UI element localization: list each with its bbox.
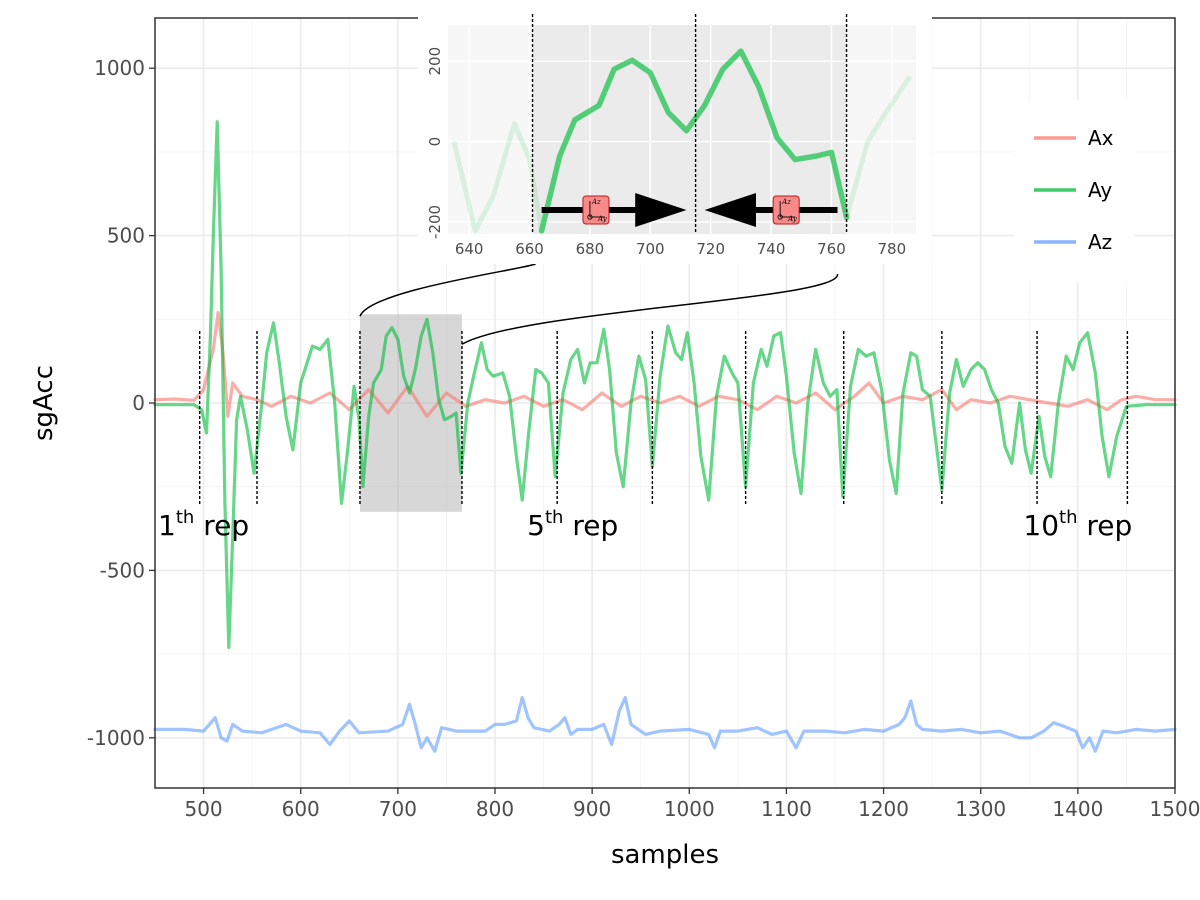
y-tick-label: -500 bbox=[100, 558, 145, 582]
rep-label-number: 5 bbox=[527, 509, 545, 542]
inset-x-tick-label: 760 bbox=[817, 240, 846, 258]
sensor-ay-label: Ay bbox=[597, 215, 608, 223]
sensor-az-label: Az bbox=[781, 198, 791, 206]
sensor-origin bbox=[777, 214, 783, 220]
y-axis: -1000 -500 0 500 1000 bbox=[87, 56, 155, 750]
x-tick-label: 1400 bbox=[1052, 797, 1103, 821]
legend-label-ay: Ay bbox=[1088, 178, 1112, 202]
inset-y-tick-label: 0 bbox=[426, 137, 444, 147]
zoom-highlight-rect bbox=[359, 314, 462, 512]
inset-y-tick-label: 200 bbox=[426, 47, 444, 76]
inset-x-tick-label: 700 bbox=[636, 240, 665, 258]
sensor-ay-label: Ay bbox=[787, 215, 798, 223]
y-axis-title: sgAcc bbox=[29, 365, 59, 441]
rep-label-word: rep bbox=[1078, 509, 1133, 542]
rep-labels: 1th rep 5th rep 10th rep bbox=[158, 507, 1132, 542]
series-line-az bbox=[153, 696, 1177, 753]
rep-label: 5th rep bbox=[527, 507, 618, 542]
rep-label-number: 1 bbox=[158, 509, 176, 542]
x-tick-label: 1300 bbox=[955, 797, 1006, 821]
legend: Ax Ay Az bbox=[1014, 100, 1134, 282]
sensor-icon-right: Az Ay bbox=[772, 195, 800, 225]
series-layer bbox=[153, 120, 1177, 753]
rep-label-word: rep bbox=[194, 509, 249, 542]
x-tick-label: 900 bbox=[573, 797, 611, 821]
x-axis-title: samples bbox=[611, 840, 719, 870]
rep-label-suffix: th bbox=[545, 507, 563, 528]
y-tick-label: -1000 bbox=[87, 726, 145, 750]
inset-x-tick-label: 640 bbox=[455, 240, 484, 258]
rep-label: 10th rep bbox=[1023, 507, 1132, 542]
inset-series-line-ay bbox=[538, 48, 850, 234]
inset-zoom-panel: 640 660 680 700 720 740 760 780 -200 0 200 Az Ay Az Ay bbox=[418, 14, 932, 264]
inset-y-tick-label: -200 bbox=[426, 205, 444, 239]
sensor-origin bbox=[587, 214, 593, 220]
series-line-ax bbox=[153, 311, 1177, 418]
rep-label-suffix: th bbox=[1059, 507, 1077, 528]
inset-x-tick-label: 780 bbox=[878, 240, 907, 258]
inset-x-tick-label: 680 bbox=[576, 240, 605, 258]
connector-right bbox=[461, 273, 839, 345]
sensor-az-label: Az bbox=[591, 198, 601, 206]
inset-x-tick-label: 720 bbox=[696, 240, 725, 258]
x-tick-label: 1500 bbox=[1150, 797, 1200, 821]
highlight-region bbox=[359, 314, 462, 512]
x-tick-label: 1000 bbox=[664, 797, 715, 821]
legend-label-ax: Ax bbox=[1088, 126, 1114, 150]
x-tick-label: 600 bbox=[282, 797, 320, 821]
x-tick-label: 1100 bbox=[761, 797, 812, 821]
arrow-left-icon bbox=[704, 193, 756, 227]
y-tick-label: 500 bbox=[107, 224, 145, 248]
x-tick-label: 1200 bbox=[858, 797, 909, 821]
x-tick-label: 700 bbox=[379, 797, 417, 821]
inset-connectors bbox=[359, 263, 839, 345]
inset-x-tick-label: 740 bbox=[757, 240, 786, 258]
rep-dividers bbox=[198, 331, 1129, 506]
rep-label-number: 10 bbox=[1023, 509, 1059, 542]
x-tick-label: 500 bbox=[184, 797, 222, 821]
rep-label-word: rep bbox=[563, 509, 618, 542]
legend-label-az: Az bbox=[1088, 230, 1112, 254]
y-tick-label: 0 bbox=[132, 391, 145, 415]
arrow-right-icon bbox=[635, 193, 687, 227]
rep-label-suffix: th bbox=[176, 507, 194, 528]
sensor-icon-left: Az Ay bbox=[582, 195, 610, 225]
connector-left bbox=[359, 263, 536, 317]
x-axis: 500 600 700 800 900 1000 1100 1200 1300 1400 1500 bbox=[184, 788, 1200, 821]
x-tick-label: 800 bbox=[476, 797, 514, 821]
series-line-ay bbox=[153, 120, 1177, 649]
rep-label: 1th rep bbox=[158, 507, 249, 542]
inset-x-tick-label: 660 bbox=[515, 240, 544, 258]
y-tick-label: 1000 bbox=[94, 56, 145, 80]
